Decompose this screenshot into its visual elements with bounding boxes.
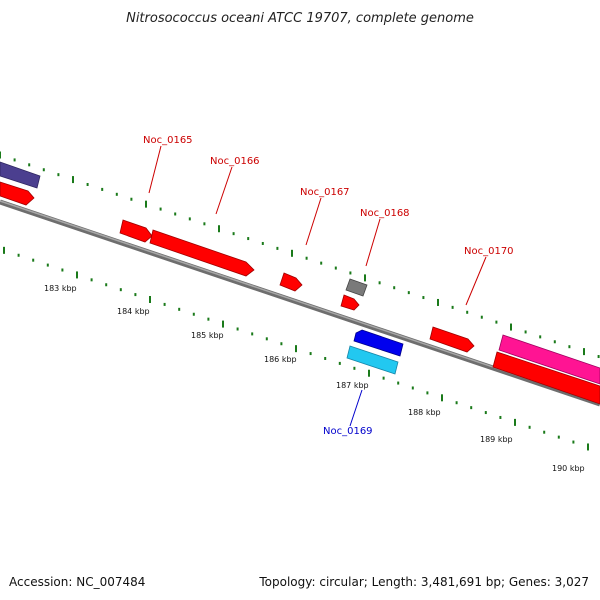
label-leader-lines (148, 145, 487, 427)
scale-label-190: 190 kbp (552, 464, 585, 473)
scale-label-186: 186 kbp (264, 355, 297, 364)
genome-backbone (0, 199, 600, 407)
gene-feature-right-pink[interactable] (498, 334, 600, 385)
gene-feature-noc-0167[interactable] (279, 272, 303, 292)
gene-feature-left-red[interactable] (0, 181, 35, 206)
gene-label-noc-0169[interactable]: Noc_0169 (323, 426, 373, 437)
scale-label-185: 185 kbp (191, 331, 224, 340)
gene-labels: Noc_0165 Noc_0166 Noc_0167 Noc_0168 Noc_… (143, 135, 514, 437)
gene-feature-noc-0166[interactable] (149, 229, 255, 277)
gene-feature-right-red[interactable] (492, 351, 600, 405)
gene-feature-left-purple[interactable] (0, 161, 41, 189)
gene-label-noc-0165[interactable]: Noc_0165 (143, 135, 193, 146)
gene-feature-small-red[interactable] (340, 294, 360, 311)
map-title: Nitrosococcus oceani ATCC 19707, complet… (126, 11, 474, 26)
gene-label-noc-0170[interactable]: Noc_0170 (464, 246, 514, 257)
gene-label-noc-0168[interactable]: Noc_0168 (360, 208, 410, 219)
inner-tick-row (3, 246, 589, 451)
gene-feature-noc-0170[interactable] (429, 326, 475, 353)
gene-feature-noc-0168[interactable] (345, 278, 368, 297)
scale-label-189: 189 kbp (480, 435, 513, 444)
gene-feature-reverse-blue[interactable] (353, 329, 404, 357)
scale-label-184: 184 kbp (117, 307, 150, 316)
gene-feature-noc-0165[interactable] (119, 219, 153, 243)
scale-label-187: 187 kbp (336, 381, 369, 390)
outer-tick-row (0, 151, 600, 359)
accession-text: Accession: NC_007484 (9, 575, 145, 589)
topology-text: Topology: circular; Length: 3,481,691 bp… (258, 575, 589, 589)
scale-labels: 183 kbp 184 kbp 185 kbp 186 kbp 187 kbp … (44, 284, 585, 473)
gene-label-noc-0167[interactable]: Noc_0167 (300, 187, 350, 198)
gene-feature-noc-0169[interactable] (346, 345, 399, 375)
scale-label-188: 188 kbp (408, 408, 441, 417)
gene-label-noc-0166[interactable]: Noc_0166 (210, 156, 260, 167)
scale-label-183: 183 kbp (44, 284, 77, 293)
